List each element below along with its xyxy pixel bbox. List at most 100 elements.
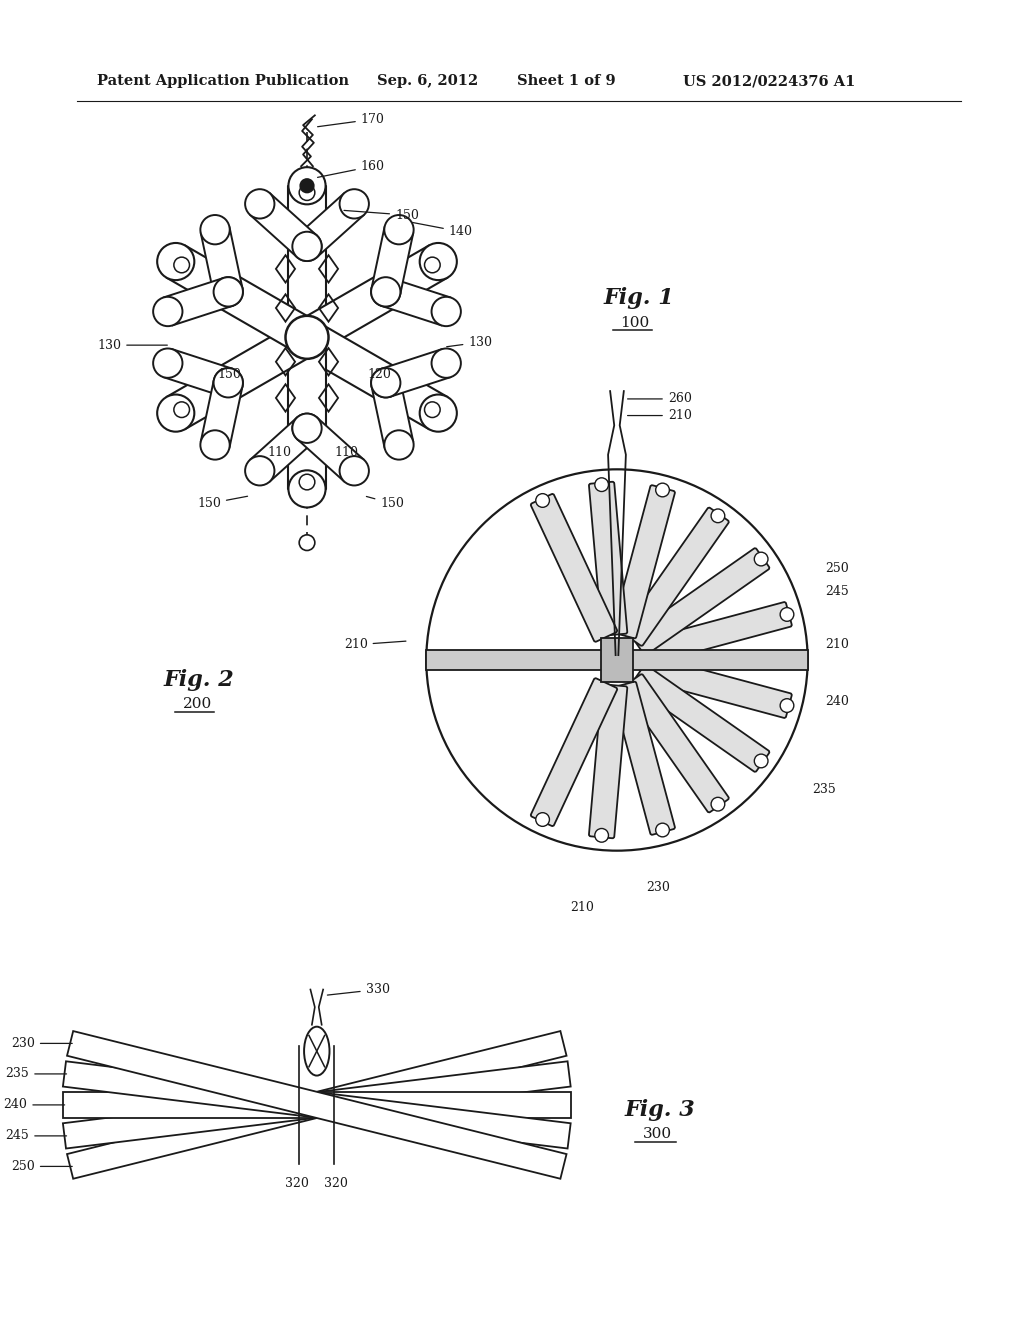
Circle shape (595, 829, 608, 842)
Text: 210: 210 (628, 409, 691, 422)
Circle shape (384, 215, 414, 244)
Circle shape (214, 368, 243, 397)
Circle shape (299, 474, 314, 490)
Circle shape (289, 318, 326, 356)
Circle shape (292, 413, 322, 444)
Text: Patent Application Publication: Patent Application Publication (97, 74, 349, 88)
Circle shape (340, 457, 369, 486)
Circle shape (425, 401, 440, 417)
Circle shape (214, 368, 243, 397)
Text: 130: 130 (97, 339, 167, 351)
Text: 150: 150 (217, 368, 241, 381)
Text: 250: 250 (11, 1160, 73, 1173)
Text: US 2012/0224376 A1: US 2012/0224376 A1 (683, 74, 856, 88)
FancyBboxPatch shape (611, 486, 675, 639)
Text: Sep. 6, 2012: Sep. 6, 2012 (378, 74, 478, 88)
Text: 210: 210 (570, 900, 594, 913)
Circle shape (431, 297, 461, 326)
Circle shape (340, 189, 369, 219)
Text: 160: 160 (317, 160, 385, 177)
FancyBboxPatch shape (639, 602, 792, 665)
Text: 150: 150 (344, 209, 419, 222)
Text: 210: 210 (825, 639, 849, 651)
Polygon shape (167, 321, 316, 429)
Text: Fig. 3: Fig. 3 (625, 1098, 695, 1121)
Circle shape (595, 478, 608, 491)
Circle shape (655, 483, 670, 496)
Bar (601, 638, 633, 682)
FancyBboxPatch shape (631, 665, 769, 772)
Text: 140: 140 (413, 223, 473, 238)
Polygon shape (297, 193, 365, 257)
FancyBboxPatch shape (589, 684, 628, 838)
Polygon shape (250, 193, 316, 257)
Circle shape (711, 510, 725, 523)
Circle shape (245, 189, 274, 219)
Polygon shape (163, 350, 232, 397)
Text: 320: 320 (325, 1176, 348, 1189)
Circle shape (536, 813, 550, 826)
Text: 320: 320 (286, 1176, 309, 1189)
Polygon shape (298, 321, 447, 429)
Circle shape (755, 552, 768, 566)
Text: 110: 110 (335, 446, 358, 459)
Ellipse shape (304, 1027, 330, 1076)
Circle shape (384, 430, 414, 459)
Circle shape (157, 243, 195, 280)
Circle shape (289, 470, 326, 507)
Circle shape (299, 185, 314, 201)
Circle shape (292, 232, 322, 261)
Circle shape (755, 754, 768, 768)
Circle shape (371, 277, 400, 306)
Circle shape (201, 215, 229, 244)
Circle shape (425, 257, 440, 273)
Circle shape (299, 535, 314, 550)
Circle shape (431, 348, 461, 378)
Circle shape (536, 494, 550, 507)
FancyBboxPatch shape (622, 508, 729, 645)
Text: 210: 210 (344, 639, 406, 651)
Circle shape (154, 297, 182, 326)
Circle shape (174, 257, 189, 273)
Circle shape (780, 607, 794, 622)
Text: 170: 170 (317, 112, 385, 127)
Polygon shape (297, 417, 365, 482)
Text: 150: 150 (197, 496, 248, 510)
Circle shape (780, 698, 794, 713)
FancyBboxPatch shape (622, 675, 729, 812)
Text: 330: 330 (328, 983, 390, 997)
Circle shape (371, 277, 400, 306)
Text: 230: 230 (11, 1038, 73, 1049)
Circle shape (154, 348, 182, 378)
Text: 100: 100 (620, 315, 649, 330)
FancyBboxPatch shape (589, 482, 628, 636)
Circle shape (711, 797, 725, 810)
Circle shape (426, 470, 808, 850)
Circle shape (289, 168, 326, 205)
Circle shape (371, 368, 400, 397)
Text: 130: 130 (446, 335, 493, 348)
FancyBboxPatch shape (639, 655, 792, 718)
Polygon shape (163, 279, 232, 326)
Text: Fig. 2: Fig. 2 (163, 668, 234, 690)
Polygon shape (201, 380, 243, 447)
Circle shape (420, 395, 457, 432)
Text: 260: 260 (628, 392, 691, 405)
Circle shape (420, 243, 457, 280)
Circle shape (289, 318, 326, 356)
Polygon shape (372, 227, 414, 294)
Circle shape (286, 315, 329, 359)
Circle shape (371, 368, 400, 397)
Circle shape (245, 457, 274, 486)
FancyBboxPatch shape (530, 494, 617, 642)
Polygon shape (298, 246, 447, 354)
Text: Sheet 1 of 9: Sheet 1 of 9 (517, 74, 615, 88)
Circle shape (289, 318, 326, 356)
Text: 240: 240 (3, 1098, 65, 1111)
Polygon shape (201, 227, 243, 294)
Circle shape (214, 277, 243, 306)
Text: Fig. 1: Fig. 1 (603, 288, 674, 309)
Text: 120: 120 (368, 368, 391, 381)
Polygon shape (372, 380, 414, 447)
Circle shape (300, 180, 313, 193)
